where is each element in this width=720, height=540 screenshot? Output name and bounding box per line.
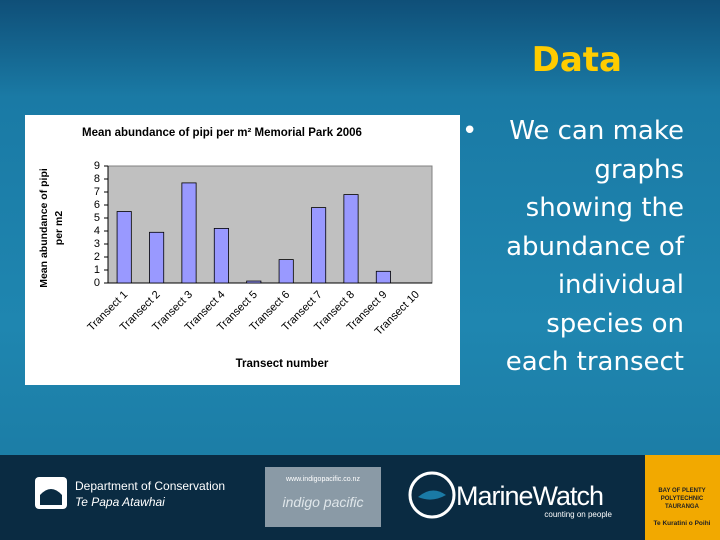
marinewatch-fish <box>418 490 446 500</box>
bar <box>278 259 294 284</box>
y-tick-label: 3 <box>94 238 100 250</box>
y-tick-label: 8 <box>94 173 100 185</box>
y-axis-label: per m2 <box>53 211 65 246</box>
marinewatch-logo <box>408 471 456 519</box>
chart-title: Mean abundance of pipi per m² Memorial P… <box>82 127 362 139</box>
bar <box>375 270 391 284</box>
bullet-line: each transect <box>505 347 684 377</box>
bullet-line: We can make <box>509 116 684 146</box>
chart: Mean abundance of pipi per m² Memorial P… <box>38 127 433 370</box>
bar <box>343 194 359 284</box>
bullet-text: • We can make graphs showing the abundance o… <box>462 112 684 382</box>
indigo-url: www.indigopacific.co.nz <box>285 476 360 483</box>
doc-logo-shape <box>40 489 62 505</box>
bullet-line: abundance of <box>506 231 684 262</box>
bullet-line: species on <box>546 308 684 339</box>
marinewatch-name: MarineWatch <box>456 481 603 511</box>
bar <box>149 231 165 284</box>
doc-maori: Te Papa Atawhai <box>75 495 165 509</box>
y-tick-label: 1 <box>94 264 100 276</box>
polytechnic-logo <box>645 455 720 540</box>
y-tick-label: 9 <box>94 160 100 172</box>
polytechnic-name: POLYTECHNIC <box>661 496 704 502</box>
y-tick-label: 5 <box>94 212 100 224</box>
slide-title: Data <box>531 40 622 80</box>
indigo-image <box>265 467 381 527</box>
indigo-name: indigo pacific <box>283 494 364 510</box>
bullet-dot: • <box>462 116 478 146</box>
polytechnic-name: BAY OF PLENTY <box>658 488 705 494</box>
bullet-line: individual <box>557 270 684 300</box>
y-axis-label: Mean abundance of pipi <box>38 168 50 288</box>
bullet-line: showing the <box>525 193 684 223</box>
bullet-line: graphs <box>594 154 684 185</box>
footer-logos: Department of Conservation Te Papa Atawha… <box>35 455 720 540</box>
polytechnic-maori: Te Kuratini o Poihi <box>654 520 711 527</box>
y-tick-label: 0 <box>94 277 100 289</box>
marinewatch-tagline: counting on people <box>544 510 612 519</box>
bar <box>213 228 229 284</box>
chart-box: Mean abundance of pipi per m² Memorial P… <box>25 115 460 385</box>
y-tick-label: 2 <box>94 251 100 263</box>
bar <box>311 207 327 284</box>
y-tick-label: 7 <box>94 186 100 198</box>
y-tick-label: 6 <box>94 199 100 211</box>
polytechnic-name: TAURANGA <box>665 504 700 510</box>
bar <box>246 280 262 284</box>
bar <box>181 182 197 284</box>
footer: Department of Conservation Te Papa Atawha… <box>0 455 720 540</box>
doc-name: Department of Conservation <box>75 479 225 493</box>
bar <box>116 211 132 284</box>
x-axis-label: Transect number <box>236 358 329 370</box>
y-tick-label: 4 <box>94 225 100 237</box>
